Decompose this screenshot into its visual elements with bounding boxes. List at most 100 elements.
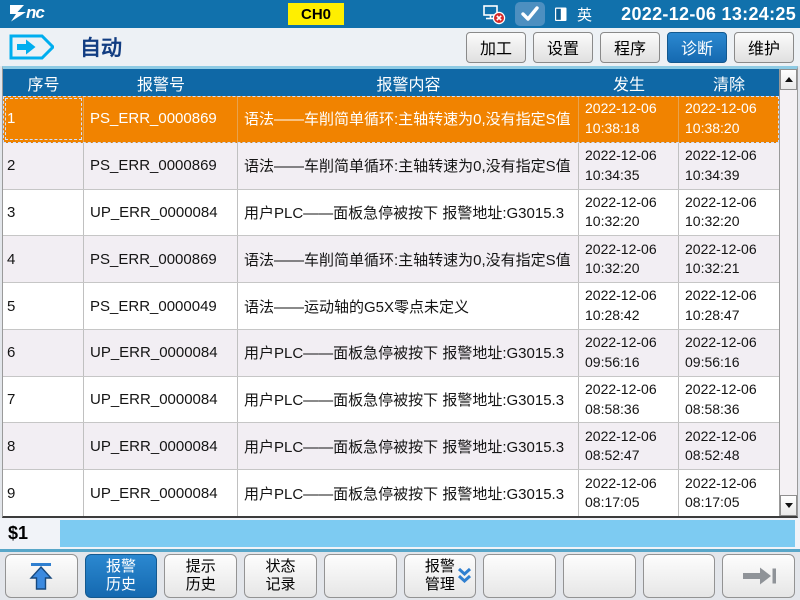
top-icon-group: 英 <box>482 0 592 28</box>
cell-index: 4 <box>3 236 84 283</box>
cell-index: 9 <box>3 470 84 517</box>
cell-cleared: 2022-12-06 10:32:21 <box>685 240 757 277</box>
column-header-content: 报警内容 <box>376 76 441 94</box>
cell-content: 用户PLC——面板急停被按下 报警地址:G3015.3 <box>238 189 579 236</box>
cell-cleared: 2022-12-06 08:52:48 <box>685 427 757 464</box>
cell-alarm-no: UP_ERR_0000084 <box>84 189 238 236</box>
column-header-alarm-no: 报警号 <box>136 76 185 94</box>
cell-content: 语法——车削简单循环:主轴转速为0,没有指定S值 <box>238 142 579 189</box>
cell-occurred: 2022-12-06 10:38:18 <box>579 96 679 142</box>
cell-occurred: 2022-12-06 08:58:36 <box>579 376 679 423</box>
softkey-divider <box>0 549 800 552</box>
cell-cleared: 2022-12-06 10:28:47 <box>685 287 757 324</box>
cell-content: 用户PLC——面板急停被按下 报警地址:G3015.3 <box>238 423 579 470</box>
column-header-occurred: 发生 <box>612 76 645 94</box>
column-header-cleared: 清除 <box>712 76 745 94</box>
softkey-empty-7[interactable] <box>483 554 556 598</box>
table-row[interactable]: 5 PS_ERR_0000049 语法——运动轴的G5X零点未定义 2022-1… <box>3 283 779 330</box>
cell-content: 用户PLC——面板急停被按下 报警地址:G3015.3 <box>238 376 579 423</box>
cell-occurred: 2022-12-06 10:28:42 <box>579 283 679 329</box>
triangle-up-icon <box>784 77 793 82</box>
softkey-alarm-history[interactable]: 报警 历史 <box>84 554 158 598</box>
softkey-prompt-history[interactable]: 提示 历史 <box>164 554 238 598</box>
book-icon <box>555 7 567 21</box>
status-bar: $1 <box>0 518 800 549</box>
arrow-right-to-bar-icon <box>742 567 776 585</box>
auto-mode-icon <box>9 34 54 60</box>
brand-logo: nc <box>8 3 45 23</box>
return-top-button[interactable] <box>5 554 78 598</box>
cell-index: 3 <box>3 189 84 236</box>
cell-occurred: 2022-12-06 10:34:35 <box>579 142 679 189</box>
tab-machining[interactable]: 加工 <box>466 31 526 63</box>
table-row[interactable]: 6 UP_ERR_0000084 用户PLC——面板急停被按下 报警地址:G30… <box>3 329 779 377</box>
cell-index: 1 <box>3 96 84 142</box>
cell-alarm-no: PS_ERR_0000869 <box>84 96 238 142</box>
nav-bar: 自动 加工 设置 程序 诊断 维护 <box>0 28 800 66</box>
cell-alarm-no: UP_ERR_0000084 <box>84 470 238 517</box>
channel-label: $1 <box>8 523 29 543</box>
scroll-up-button[interactable] <box>780 69 797 90</box>
column-header-index: 序号 <box>27 76 60 94</box>
table-row[interactable]: 4 PS_ERR_0000869 语法——车削简单循环:主轴转速为0,没有指定S… <box>3 236 779 284</box>
table-row-selected[interactable]: 1 PS_ERR_0000869 语法——车削简单循环:主轴转速为0,没有指定S… <box>3 96 779 143</box>
table-row[interactable]: 3 UP_ERR_0000084 用户PLC——面板急停被按下 报警地址:G30… <box>3 189 779 237</box>
cell-cleared: 2022-12-06 08:17:05 <box>685 474 757 511</box>
channel-badge: CH0 <box>288 3 344 25</box>
brand-logo-icon <box>10 5 26 22</box>
cell-alarm-no: PS_ERR_0000869 <box>84 236 238 283</box>
table-row[interactable]: 8 UP_ERR_0000084 用户PLC——面板急停被按下 报警地址:G30… <box>3 423 779 471</box>
brand-logo-text: nc <box>26 3 45 22</box>
cell-content: 语法——运动轴的G5X零点未定义 <box>238 283 579 329</box>
network-disconnected-icon <box>483 5 506 25</box>
softkey-empty-9[interactable] <box>642 554 716 598</box>
next-softkey-page-button[interactable] <box>722 554 796 598</box>
tab-maintenance[interactable]: 维护 <box>734 31 794 63</box>
cell-index: 7 <box>3 376 84 423</box>
program-progress-bar <box>60 520 795 547</box>
softkey-status-record[interactable]: 状态 记录 <box>244 554 317 598</box>
cell-content: 语法——车削简单循环:主轴转速为0,没有指定S值 <box>238 236 579 283</box>
table-row[interactable]: 2 PS_ERR_0000869 语法——车削简单循环:主轴转速为0,没有指定S… <box>3 142 779 190</box>
page-title: 自动 <box>80 37 122 60</box>
softkey-empty-8[interactable] <box>562 554 636 598</box>
table-row[interactable]: 7 UP_ERR_0000084 用户PLC——面板急停被按下 报警地址:G30… <box>3 376 779 424</box>
cell-occurred: 2022-12-06 10:32:20 <box>579 189 679 236</box>
language-indicator: 英 <box>577 6 593 24</box>
scroll-down-button[interactable] <box>780 495 797 516</box>
tab-program[interactable]: 程序 <box>600 31 660 63</box>
cell-occurred: 2022-12-06 09:56:16 <box>579 329 679 376</box>
double-chevron-down-icon <box>458 567 472 584</box>
cell-content: 用户PLC——面板急停被按下 报警地址:G3015.3 <box>238 470 579 517</box>
table-row[interactable]: 9 UP_ERR_0000084 用户PLC——面板急停被按下 报警地址:G30… <box>3 470 779 517</box>
top-status-bar: nc CH0 英 2022-12-06 13:24:25 <box>0 0 800 28</box>
triangle-down-icon <box>784 503 793 508</box>
cell-alarm-no: UP_ERR_0000084 <box>84 376 238 423</box>
tab-settings[interactable]: 设置 <box>533 31 593 63</box>
cell-cleared: 2022-12-06 09:56:16 <box>685 334 757 370</box>
cell-alarm-no: PS_ERR_0000869 <box>84 142 238 189</box>
arrow-up-to-line-icon <box>29 563 53 590</box>
table-header: 序号 报警号 报警内容 发生 清除 <box>3 69 779 96</box>
softkey-empty-5[interactable] <box>323 554 397 598</box>
cell-cleared: 2022-12-06 10:34:39 <box>685 147 757 183</box>
cell-occurred: 2022-12-06 08:17:05 <box>579 470 679 517</box>
cell-content: 用户PLC——面板急停被按下 报警地址:G3015.3 <box>238 329 579 376</box>
cell-index: 8 <box>3 423 84 470</box>
cell-index: 5 <box>3 283 84 329</box>
tab-diagnosis[interactable]: 诊断 <box>667 31 727 63</box>
softkey-bar: 报警 历史 提示 历史 状态 记录 报警 管理 <box>0 552 800 600</box>
cell-occurred: 2022-12-06 08:52:47 <box>579 423 679 470</box>
check-status-icon <box>515 2 545 26</box>
vertical-scrollbar[interactable] <box>779 69 797 516</box>
cell-alarm-no: UP_ERR_0000084 <box>84 423 238 470</box>
softkey-alarm-manage[interactable]: 报警 管理 <box>403 554 477 598</box>
cell-cleared: 2022-12-06 10:32:20 <box>685 193 757 230</box>
nav-button-group: 加工 设置 程序 诊断 维护 <box>466 31 794 63</box>
softkey-alarm-manage-label: 报警 管理 <box>424 558 455 593</box>
cell-alarm-no: UP_ERR_0000084 <box>84 329 238 376</box>
cell-cleared: 2022-12-06 10:38:20 <box>685 100 757 136</box>
cell-index: 2 <box>3 142 84 189</box>
cell-occurred: 2022-12-06 10:32:20 <box>579 236 679 283</box>
alarm-history-table: 序号 报警号 报警内容 发生 清除 1 PS_ERR_0000869 语法——车… <box>2 66 798 518</box>
